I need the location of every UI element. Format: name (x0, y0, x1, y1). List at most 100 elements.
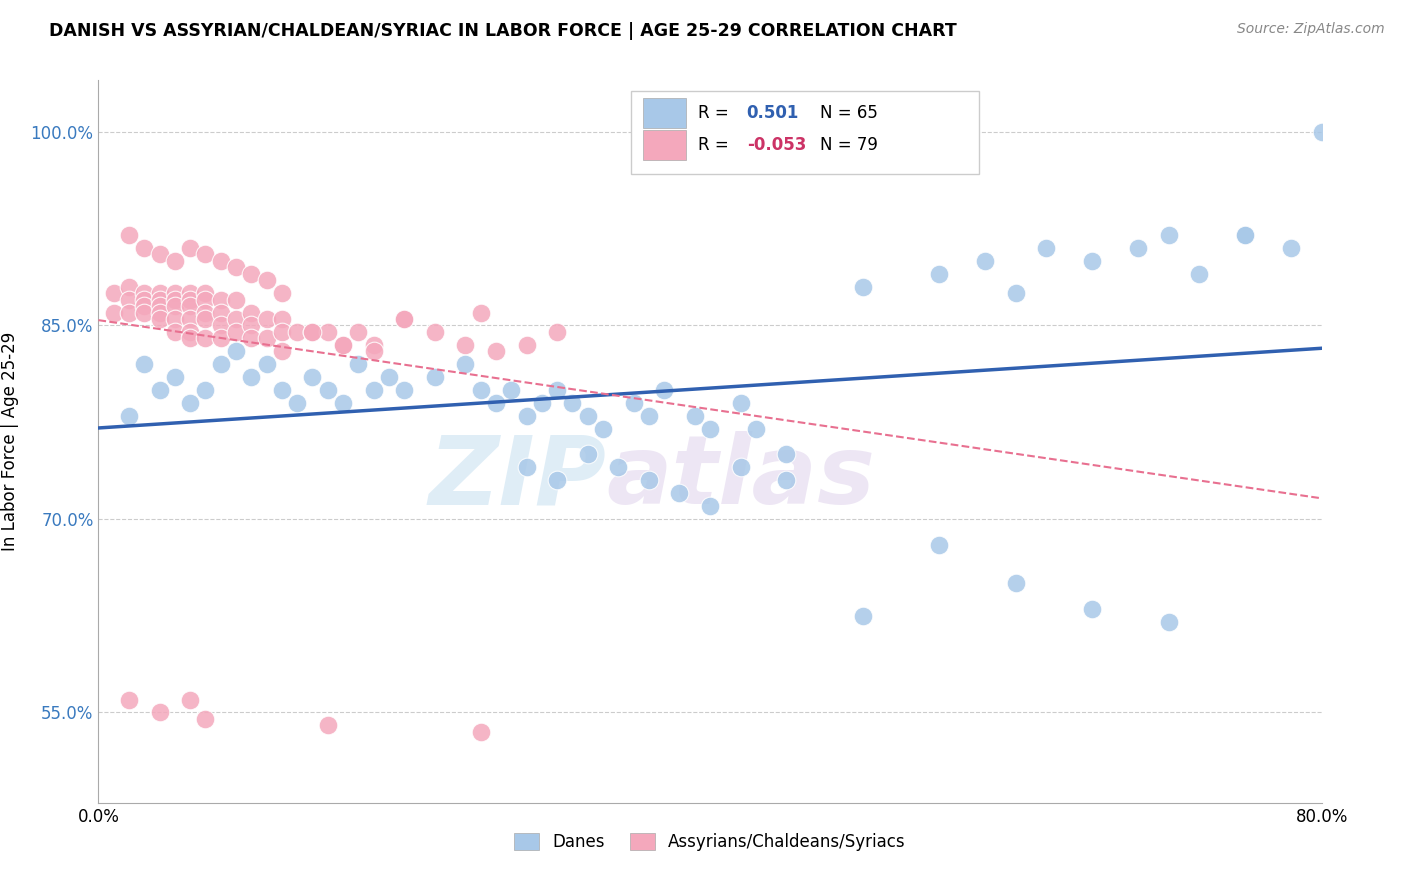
Text: atlas: atlas (606, 431, 875, 524)
Point (1279, 241, 1302, 255)
Point (852, 608, 875, 623)
Point (194, 247, 217, 261)
Point (637, 473, 661, 487)
Point (516, 409, 538, 423)
Point (163, 293, 186, 307)
Point (256, 273, 278, 287)
Point (470, 724, 492, 739)
Point (392, 312, 416, 326)
Point (470, 383, 492, 397)
Point (301, 325, 323, 339)
Point (1004, 286, 1026, 301)
Point (1081, 602, 1104, 616)
Point (699, 499, 721, 513)
Point (209, 253, 232, 268)
Point (194, 305, 217, 319)
Point (546, 325, 568, 339)
Point (652, 383, 675, 397)
Point (179, 299, 201, 313)
Point (149, 383, 172, 397)
Point (225, 312, 247, 326)
Point (1234, 228, 1257, 243)
Point (928, 267, 950, 281)
Point (1310, 125, 1333, 139)
Text: N = 65: N = 65 (820, 103, 877, 122)
Point (928, 538, 950, 552)
Point (256, 312, 278, 326)
Point (470, 305, 492, 319)
Legend: Danes, Assyrians/Chaldeans/Syriacs: Danes, Assyrians/Chaldeans/Syriacs (506, 825, 914, 860)
Point (118, 293, 141, 307)
Point (209, 305, 232, 319)
Point (332, 396, 354, 410)
Point (363, 383, 385, 397)
Point (516, 338, 538, 352)
Point (316, 718, 339, 732)
Point (316, 325, 339, 339)
Point (392, 383, 416, 397)
Text: ZIP: ZIP (429, 431, 606, 524)
Bar (643, 130, 686, 161)
Point (179, 325, 201, 339)
Point (270, 286, 292, 301)
Point (163, 253, 186, 268)
Point (270, 344, 292, 359)
Point (270, 325, 292, 339)
Point (363, 338, 385, 352)
Point (332, 338, 354, 352)
Point (730, 396, 752, 410)
Point (270, 383, 292, 397)
Point (118, 692, 141, 706)
Point (240, 331, 263, 345)
FancyBboxPatch shape (630, 91, 979, 174)
Point (118, 305, 141, 319)
Point (363, 344, 385, 359)
Point (576, 447, 599, 461)
Text: R =: R = (697, 136, 734, 154)
Point (163, 299, 186, 313)
Point (637, 409, 661, 423)
Point (668, 486, 690, 500)
Bar (643, 97, 686, 128)
Point (745, 422, 768, 436)
Point (576, 409, 599, 423)
Point (134, 299, 156, 313)
Point (225, 344, 247, 359)
Point (209, 357, 232, 371)
Point (1081, 253, 1104, 268)
Point (118, 279, 141, 293)
Point (240, 370, 263, 384)
Point (256, 357, 278, 371)
Point (194, 331, 217, 345)
Point (561, 396, 583, 410)
Point (225, 260, 247, 275)
Point (209, 293, 232, 307)
Point (516, 460, 538, 475)
Point (118, 409, 141, 423)
Point (270, 312, 292, 326)
Point (301, 325, 323, 339)
Point (179, 241, 201, 255)
Point (485, 344, 508, 359)
Point (179, 286, 201, 301)
Point (285, 325, 308, 339)
Point (149, 706, 172, 720)
Point (194, 712, 217, 726)
Point (607, 460, 630, 475)
Point (179, 331, 201, 345)
Point (149, 312, 172, 326)
Point (149, 299, 172, 313)
Point (163, 325, 186, 339)
Point (179, 293, 201, 307)
Point (485, 396, 508, 410)
Point (454, 357, 477, 371)
Point (179, 312, 201, 326)
Point (423, 325, 446, 339)
Point (501, 383, 523, 397)
Point (149, 305, 172, 319)
Point (256, 331, 278, 345)
Point (194, 286, 217, 301)
Point (1128, 241, 1150, 255)
Text: 0.501: 0.501 (747, 103, 799, 122)
Point (194, 293, 217, 307)
